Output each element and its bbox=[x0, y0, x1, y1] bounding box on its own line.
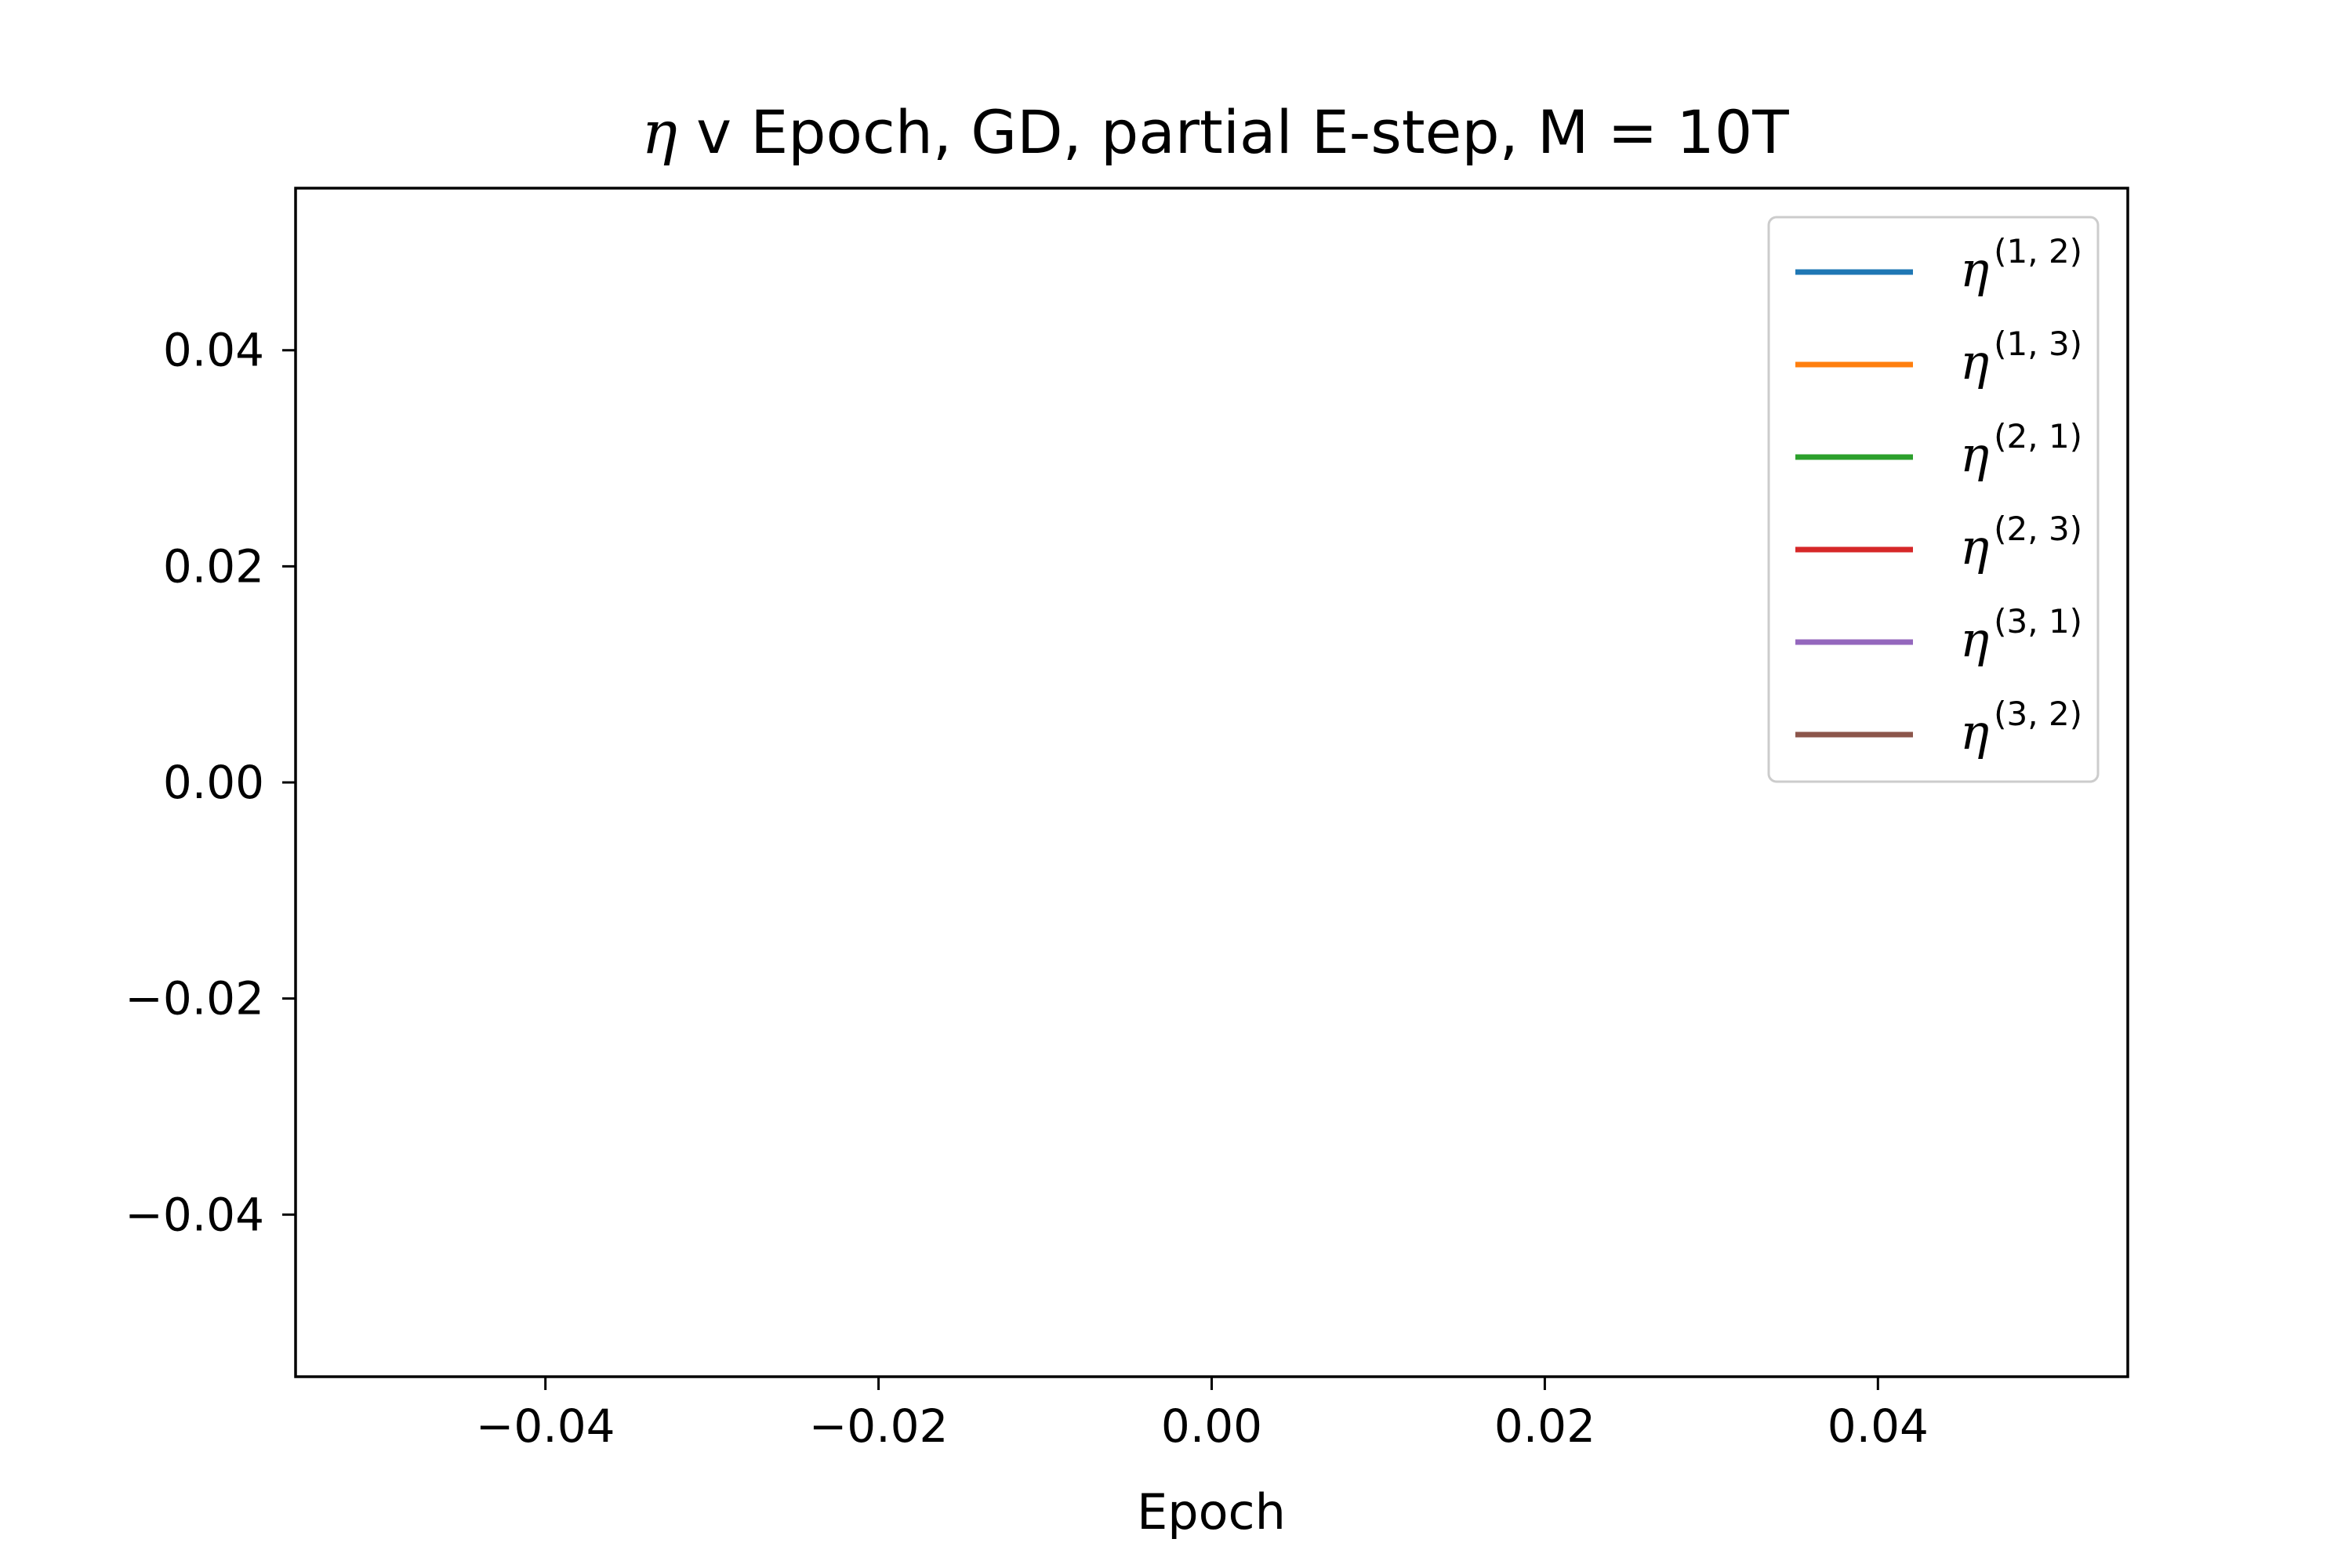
x-tick-label: −0.02 bbox=[809, 1399, 949, 1453]
y-tick-label: 0.00 bbox=[163, 756, 264, 809]
x-axis: −0.04 −0.02 0.00 0.02 0.04 bbox=[476, 1377, 1929, 1453]
x-tick-label: −0.04 bbox=[476, 1399, 615, 1453]
x-axis-label: Epoch bbox=[1137, 1483, 1286, 1541]
y-tick-label: 0.02 bbox=[163, 539, 264, 593]
legend-label: η (3, 2) bbox=[1960, 695, 2082, 760]
legend-label: η (2, 3) bbox=[1960, 510, 2082, 575]
x-tick-label: 0.00 bbox=[1161, 1399, 1262, 1453]
legend-label: η (2, 1) bbox=[1960, 417, 2082, 483]
legend: η (1, 2) η (1, 3) η (2, 1) η (2, 3) η (3, 1) η (3, … bbox=[1767, 216, 2100, 783]
legend-label: η (3, 1) bbox=[1960, 602, 2082, 668]
legend-label: η (1, 2) bbox=[1960, 232, 2082, 298]
y-tick-label: −0.04 bbox=[125, 1188, 264, 1241]
y-tick-label: −0.02 bbox=[125, 972, 264, 1025]
chart-title: η v Epoch, GD, partial E-step, M = 10T bbox=[641, 97, 1789, 167]
y-tick-label: 0.04 bbox=[163, 324, 264, 377]
x-tick-label: 0.02 bbox=[1494, 1399, 1595, 1453]
x-tick-label: 0.04 bbox=[1828, 1399, 1929, 1453]
legend-label: η (1, 3) bbox=[1960, 325, 2082, 390]
y-axis: −0.04 −0.02 0.00 0.02 0.04 bbox=[125, 324, 296, 1241]
